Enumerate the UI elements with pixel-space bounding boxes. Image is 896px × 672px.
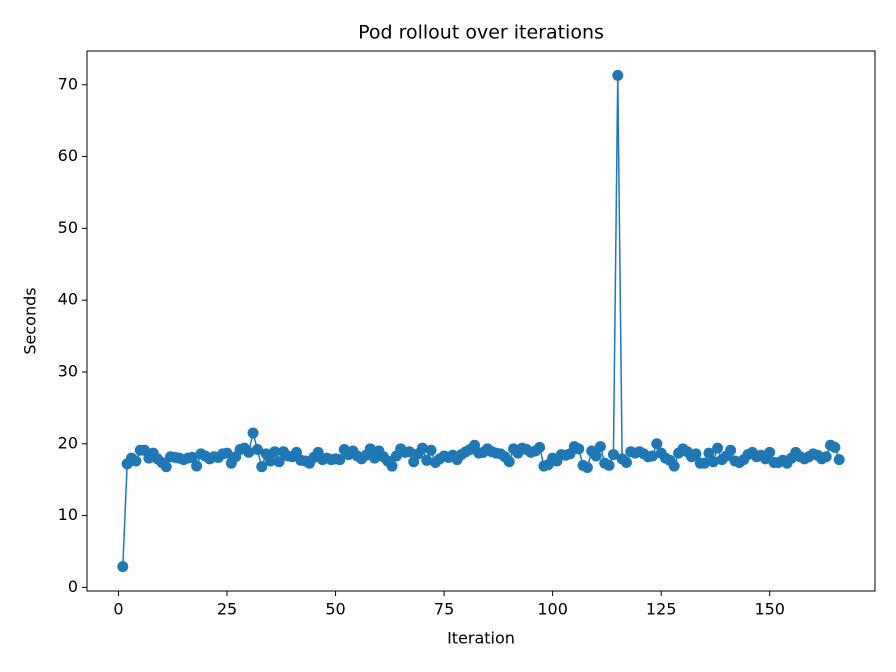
data-point — [130, 455, 142, 467]
x-tick-label: 75 — [434, 600, 454, 619]
plot-area: 0 25 50 75 100 125 150 0 10 20 30 40 50 60 70 — [58, 69, 845, 619]
x-tick-label: 25 — [217, 600, 237, 619]
data-point — [668, 460, 680, 472]
data-point — [117, 561, 129, 573]
data-point — [221, 447, 233, 459]
chart-title: Pod rollout over iterations — [358, 22, 604, 44]
data-point — [364, 443, 376, 455]
data-point — [829, 441, 841, 453]
data-point — [590, 450, 602, 462]
data-point — [833, 454, 845, 466]
y-tick-label: 50 — [58, 218, 78, 237]
data-point — [581, 461, 593, 473]
data-point — [503, 456, 515, 468]
data-point — [264, 455, 276, 467]
x-tick-label: 125 — [646, 600, 677, 619]
y-tick-label: 40 — [58, 290, 78, 309]
data-point — [603, 459, 615, 471]
x-tick-label: 50 — [325, 600, 345, 619]
data-point — [534, 441, 546, 453]
x-tick-label: 0 — [113, 600, 123, 619]
x-tick-label: 100 — [537, 600, 568, 619]
y-tick-label: 70 — [58, 74, 78, 93]
data-point — [620, 456, 632, 468]
data-point — [191, 460, 203, 472]
data-point — [573, 443, 585, 455]
data-point — [256, 461, 268, 473]
y-tick-label: 10 — [58, 505, 78, 524]
data-point — [186, 451, 198, 463]
data-point — [646, 450, 658, 462]
data-point — [607, 449, 619, 461]
data-point — [160, 461, 172, 473]
data-point — [703, 447, 715, 459]
data-point — [243, 446, 255, 458]
data-point — [712, 442, 724, 454]
y-tick-label: 60 — [58, 146, 78, 165]
data-point — [403, 446, 415, 458]
data-point — [421, 454, 433, 466]
data-point — [251, 444, 263, 456]
x-axis-label: Iteration — [447, 629, 515, 648]
axes-frame — [86, 50, 876, 592]
data-point — [273, 456, 285, 468]
data-point — [699, 457, 711, 469]
y-tick-label: 30 — [58, 361, 78, 380]
data-point — [386, 460, 398, 472]
data-point — [594, 441, 606, 453]
data-point — [820, 451, 832, 463]
data-point — [764, 446, 776, 458]
data-point — [416, 442, 428, 454]
data-point — [269, 446, 281, 458]
data-point — [247, 427, 259, 439]
data-point — [612, 69, 624, 81]
y-tick-label: 0 — [68, 577, 78, 596]
data-point — [651, 438, 663, 450]
data-point — [690, 448, 702, 460]
data-point — [725, 444, 737, 456]
data-point — [334, 454, 346, 466]
data-point — [707, 456, 719, 468]
x-tick-label: 150 — [754, 600, 785, 619]
data-point — [425, 444, 437, 456]
y-tick-label: 20 — [58, 433, 78, 452]
y-axis-label: Seconds — [21, 287, 40, 354]
